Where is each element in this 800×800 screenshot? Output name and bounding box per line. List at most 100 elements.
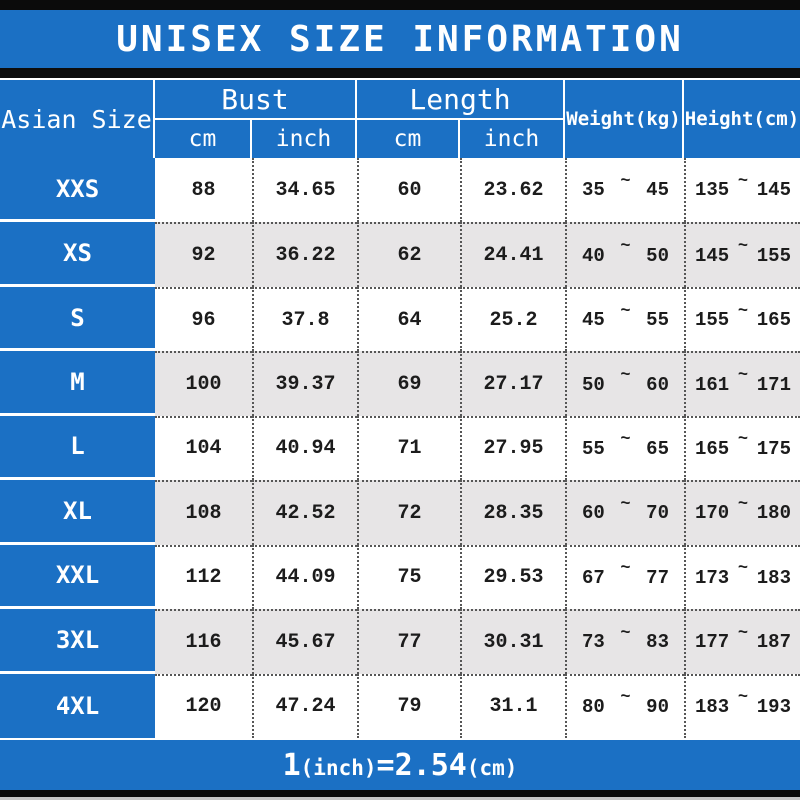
weight-range-min: 55 <box>582 437 605 460</box>
table-row: XXS 88 34.65 60 23.62 35 ~45 135 ~145 <box>0 158 800 223</box>
conversion-note-cm: (cm) <box>466 756 518 780</box>
tilde-separator: ~ <box>737 366 749 386</box>
tilde-separator: ~ <box>737 430 749 450</box>
height-range-max: 193 <box>756 695 791 718</box>
bust-cm-value: 100 <box>155 351 252 416</box>
height-range-max: 183 <box>756 566 791 589</box>
length-cm-value: 72 <box>357 480 460 545</box>
length-cm-value: 71 <box>357 415 460 481</box>
size-label: XS <box>0 222 155 287</box>
length-cm-value: 60 <box>357 158 460 223</box>
bust-cm-value: 108 <box>155 480 252 545</box>
bust-inch-value: 39.37 <box>252 351 357 416</box>
height-range-max: 180 <box>756 502 791 525</box>
weight-range-max: 77 <box>646 566 669 589</box>
conversion-note-number: 1 <box>282 748 301 783</box>
bust-inch-value: 34.65 <box>252 158 357 223</box>
length-inch-value: 27.17 <box>460 351 565 416</box>
size-label: 4XL <box>0 673 155 738</box>
weight-range-max: 65 <box>646 437 669 460</box>
length-inch-value: 25.2 <box>460 286 565 352</box>
tilde-separator: ~ <box>620 430 631 450</box>
header-weight: Weight(kg) <box>565 80 682 158</box>
weight-range-max: 55 <box>646 309 669 332</box>
weight-range: 80 ~90 <box>565 673 684 738</box>
table-header: Asian Size Bust Length cm inch cm inch W… <box>0 80 800 158</box>
size-label: 3XL <box>0 609 155 674</box>
height-range-min: 161 <box>695 373 730 396</box>
height-range-min: 165 <box>695 437 730 460</box>
header-bust: Bust <box>155 80 355 118</box>
header-length-inch: inch <box>460 120 563 158</box>
height-range-min: 155 <box>695 309 730 332</box>
height-range-min: 183 <box>695 695 730 718</box>
weight-range-max: 70 <box>646 502 669 525</box>
height-range-max: 175 <box>756 437 791 460</box>
tilde-separator: ~ <box>620 237 631 257</box>
conversion-note-equals: =2.54 <box>376 748 467 783</box>
length-inch-value: 27.95 <box>460 415 565 481</box>
size-label: S <box>0 286 155 352</box>
height-range: 161 ~171 <box>684 351 800 416</box>
header-asian-size: Asian Size <box>0 80 153 158</box>
weight-range: 35 ~45 <box>565 158 684 223</box>
length-cm-value: 77 <box>357 609 460 674</box>
table-row: XXL 112 44.09 75 29.53 67 ~77 173 ~183 <box>0 544 800 610</box>
length-cm-value: 64 <box>357 286 460 352</box>
height-range: 145 ~155 <box>684 222 800 287</box>
table-row: M 100 39.37 69 27.17 50 ~60 161 ~171 <box>0 351 800 416</box>
page-title: UNISEX SIZE INFORMATION <box>116 18 684 60</box>
height-range-min: 170 <box>695 502 730 525</box>
bust-cm-value: 104 <box>155 415 252 481</box>
table-row: XL 108 42.52 72 28.35 60 ~70 170 ~180 <box>0 480 800 545</box>
footer-band: 1 (inch) =2.54 (cm) <box>0 738 800 790</box>
weight-range: 45 ~55 <box>565 286 684 352</box>
size-label: XL <box>0 480 155 545</box>
table-row: 3XL 116 45.67 77 30.31 73 ~83 177 ~187 <box>0 609 800 674</box>
height-range-min: 173 <box>695 566 730 589</box>
table-body: XXS 88 34.65 60 23.62 35 ~45 135 ~145 XS 92 36.22 62… <box>0 158 800 738</box>
tilde-separator: ~ <box>737 494 749 514</box>
tilde-separator: ~ <box>737 623 749 643</box>
length-cm-value: 62 <box>357 222 460 287</box>
weight-range: 67 ~77 <box>565 544 684 610</box>
height-range-max: 155 <box>756 244 791 267</box>
height-range: 155 ~165 <box>684 286 800 352</box>
weight-range: 50 ~60 <box>565 351 684 416</box>
weight-range-min: 67 <box>582 566 605 589</box>
weight-range-max: 60 <box>646 373 669 396</box>
weight-range: 73 ~83 <box>565 609 684 674</box>
tilde-separator: ~ <box>620 171 631 191</box>
header-bust-cm: cm <box>155 120 250 158</box>
bust-inch-value: 40.94 <box>252 415 357 481</box>
table-row: S 96 37.8 64 25.2 45 ~55 155 ~165 <box>0 286 800 352</box>
title-band: UNISEX SIZE INFORMATION <box>0 10 800 68</box>
bust-inch-value: 45.67 <box>252 609 357 674</box>
bust-inch-value: 44.09 <box>252 544 357 610</box>
title-divider <box>0 68 800 80</box>
weight-range: 40 ~50 <box>565 222 684 287</box>
height-range-max: 145 <box>756 179 791 202</box>
height-range: 177 ~187 <box>684 609 800 674</box>
height-range-min: 177 <box>695 631 730 654</box>
height-range: 170 ~180 <box>684 480 800 545</box>
height-range-min: 145 <box>695 244 730 267</box>
weight-range: 55 ~65 <box>565 415 684 481</box>
weight-range: 60 ~70 <box>565 480 684 545</box>
bust-cm-value: 112 <box>155 544 252 610</box>
height-range: 173 ~183 <box>684 544 800 610</box>
bottom-border-bar <box>0 790 800 800</box>
tilde-separator: ~ <box>620 366 631 386</box>
bust-inch-value: 47.24 <box>252 673 357 738</box>
bust-inch-value: 42.52 <box>252 480 357 545</box>
length-cm-value: 79 <box>357 673 460 738</box>
length-inch-value: 28.35 <box>460 480 565 545</box>
weight-range-min: 50 <box>582 373 605 396</box>
height-range-max: 171 <box>756 373 791 396</box>
weight-range-min: 45 <box>582 309 605 332</box>
header-bust-inch: inch <box>252 120 355 158</box>
height-range: 183 ~193 <box>684 673 800 738</box>
length-inch-value: 23.62 <box>460 158 565 223</box>
table-row: 4XL 120 47.24 79 31.1 80 ~90 183 ~193 <box>0 673 800 738</box>
